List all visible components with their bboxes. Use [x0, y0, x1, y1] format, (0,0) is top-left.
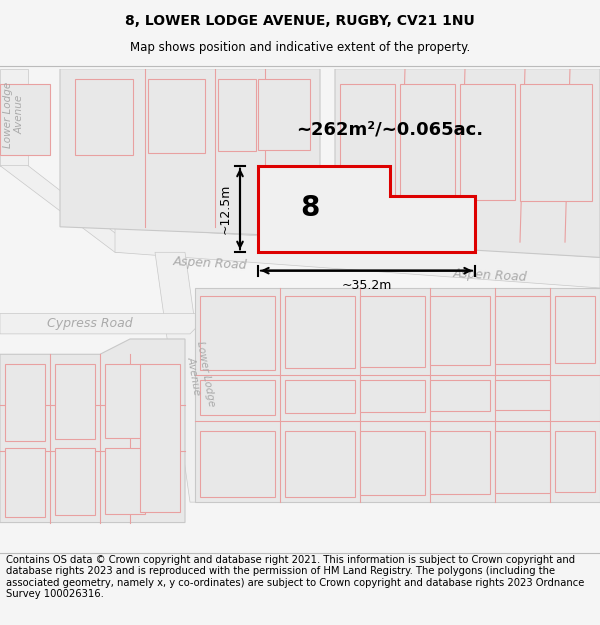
Bar	[460, 84, 515, 200]
Polygon shape	[335, 69, 600, 258]
Bar	[148, 79, 205, 153]
Bar	[555, 431, 595, 492]
Text: Cypress Road: Cypress Road	[47, 317, 133, 330]
Bar	[285, 296, 355, 368]
Bar	[495, 380, 550, 411]
Bar	[430, 431, 490, 494]
Text: ~262m²/~0.065ac.: ~262m²/~0.065ac.	[296, 121, 484, 139]
Bar	[55, 448, 95, 516]
Bar	[360, 431, 425, 495]
Bar	[0, 84, 50, 156]
Text: Aspen Road: Aspen Road	[173, 255, 247, 272]
Bar	[218, 79, 256, 151]
Bar	[285, 380, 355, 413]
Bar	[258, 79, 310, 151]
Bar	[5, 364, 45, 441]
Bar	[200, 431, 275, 497]
Text: Lower Lodge
Avenue: Lower Lodge Avenue	[184, 340, 217, 409]
Bar	[140, 364, 180, 512]
Bar	[430, 380, 490, 411]
Polygon shape	[115, 227, 600, 288]
Bar	[200, 380, 275, 416]
Bar	[285, 431, 355, 497]
Polygon shape	[0, 339, 185, 522]
Text: Lower Lodge
Avenue: Lower Lodge Avenue	[3, 81, 25, 148]
Bar	[75, 79, 133, 156]
Bar	[360, 296, 425, 366]
Bar	[55, 364, 95, 439]
Text: Contains OS data © Crown copyright and database right 2021. This information is : Contains OS data © Crown copyright and d…	[6, 554, 584, 599]
Bar	[105, 448, 145, 514]
Text: 8, LOWER LODGE AVENUE, RUGBY, CV21 1NU: 8, LOWER LODGE AVENUE, RUGBY, CV21 1NU	[125, 14, 475, 28]
Polygon shape	[195, 288, 600, 502]
Text: 8: 8	[301, 194, 320, 222]
Bar	[495, 431, 550, 493]
Bar	[555, 296, 595, 364]
Bar	[200, 296, 275, 369]
Text: ~35.2m: ~35.2m	[341, 279, 392, 292]
Text: ~12.5m: ~12.5m	[219, 184, 232, 234]
Bar	[495, 296, 550, 364]
Polygon shape	[155, 253, 220, 502]
Bar	[430, 296, 490, 366]
Bar	[105, 364, 145, 438]
Bar	[5, 448, 45, 518]
Polygon shape	[258, 166, 475, 252]
Polygon shape	[60, 69, 320, 237]
Polygon shape	[0, 69, 28, 166]
Text: Map shows position and indicative extent of the property.: Map shows position and indicative extent…	[130, 41, 470, 54]
Bar	[360, 380, 425, 412]
Bar	[340, 84, 395, 196]
Text: Aspen Road: Aspen Road	[452, 268, 527, 284]
Polygon shape	[0, 166, 140, 252]
Bar	[400, 84, 455, 198]
Bar	[520, 84, 592, 201]
Polygon shape	[0, 314, 210, 334]
